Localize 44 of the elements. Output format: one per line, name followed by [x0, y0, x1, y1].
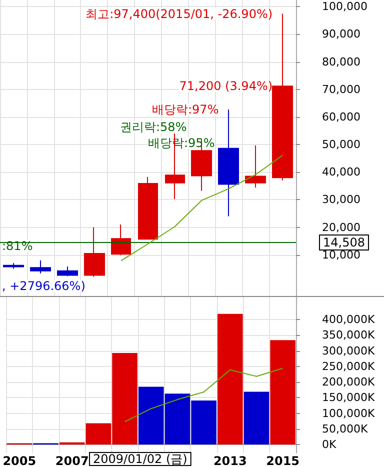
- candlestick: [111, 224, 131, 256]
- y-tick-label: 60,000: [322, 110, 360, 124]
- annotation: 권리락:58%: [120, 120, 187, 134]
- line-series: [124, 368, 284, 422]
- y-tick-label: 400,000K: [322, 313, 376, 326]
- x-tick-label: 2005: [2, 454, 36, 467]
- bar: [270, 340, 296, 445]
- y-tick-label: 80,000: [322, 55, 360, 68]
- y-tick-label: 70,000: [322, 82, 360, 96]
- y-tick-label: 350,000K: [322, 328, 376, 342]
- y-tick-label: 250,000K: [322, 360, 376, 373]
- candlestick: [138, 176, 158, 240]
- y-tick-label: 100,000K: [322, 406, 376, 420]
- y-tick-label: 200,000K: [322, 376, 376, 389]
- x-tick-label: 2007: [55, 454, 89, 467]
- annotation: 배당락:97%: [152, 102, 219, 117]
- y-tick-label: 50,000K: [322, 422, 368, 436]
- bar: [244, 392, 270, 445]
- y-tick-label: 40,000: [322, 166, 360, 179]
- candlestick: [272, 13, 293, 181]
- x-tick-label: 2015: [266, 454, 300, 467]
- x-tick-label: 2013: [213, 454, 247, 467]
- y-tick-label: 150,000K: [322, 391, 376, 404]
- annotation: 71,200 (3.94%): [179, 79, 273, 94]
- y-tick-label: 90,000: [322, 28, 360, 41]
- candlestick: [218, 109, 239, 217]
- annotation: 2009/01/02 (금): [93, 452, 188, 466]
- candlestick: [57, 266, 78, 277]
- y-tick-label: 100,000: [322, 0, 368, 14]
- annotation: , +2796.66%): [2, 279, 86, 293]
- line-series: [120, 154, 284, 262]
- y-tick-label: 0K: [322, 438, 337, 452]
- y-tick-label: 50,000: [322, 138, 360, 152]
- y-tick-label: 300,000K: [322, 344, 376, 358]
- candlestick: [3, 262, 24, 270]
- candlestick: [30, 260, 51, 274]
- annotation: 최고:97,400(2015/01, -26.90%): [86, 6, 273, 21]
- candlestick: [84, 226, 105, 278]
- y-tick-label: 20,000: [322, 220, 360, 234]
- y-tick-label: 30,000: [322, 193, 360, 206]
- candlestick: [245, 144, 266, 188]
- y-tick-label: 10,000: [322, 248, 360, 262]
- ref-line-label: 14,508: [323, 235, 365, 250]
- bar: [218, 314, 243, 445]
